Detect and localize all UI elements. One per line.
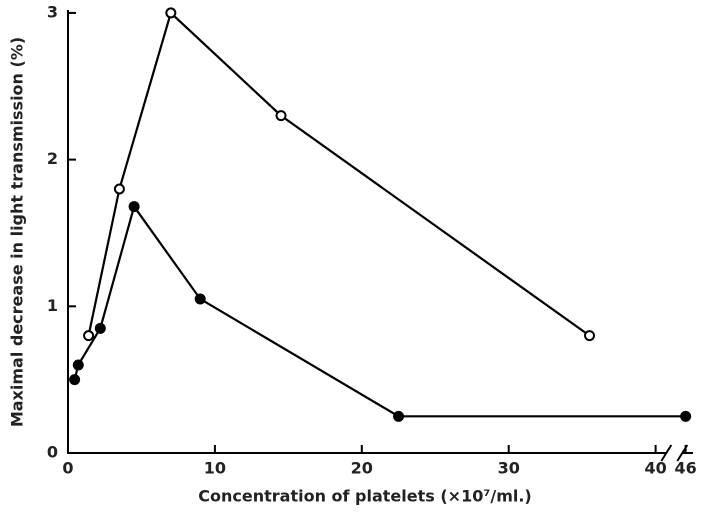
x-tick-label: 40 [644,459,666,478]
x-tick-label: 10 [204,459,226,478]
series-line [73,204,686,418]
x-tick-label: 0 [62,459,73,478]
y-tick-label: 0 [47,443,58,462]
y-axis-label: Maximal decrease in light transmission (… [8,37,27,427]
data-point [194,293,206,305]
x-tick-label: 20 [351,459,373,478]
y-tick-label: 2 [47,149,58,168]
x-tick-label: 30 [498,459,520,478]
data-point [128,201,140,213]
y-tick-label: 3 [47,2,58,21]
y-tick-label: 1 [47,296,58,315]
data-point [72,359,84,371]
data-point [165,7,177,19]
x-tick-label: 46 [675,459,697,478]
axis-break [660,444,673,462]
data-point [680,410,692,422]
data-point [275,110,287,122]
series-line [87,10,591,337]
x-axis-label: Concentration of platelets (×10⁷/ml.) [198,487,532,506]
data-point [94,322,106,334]
data-point [83,330,95,342]
data-point [584,330,596,342]
data-point [113,183,125,195]
data-point [393,410,405,422]
data-point [69,374,81,386]
